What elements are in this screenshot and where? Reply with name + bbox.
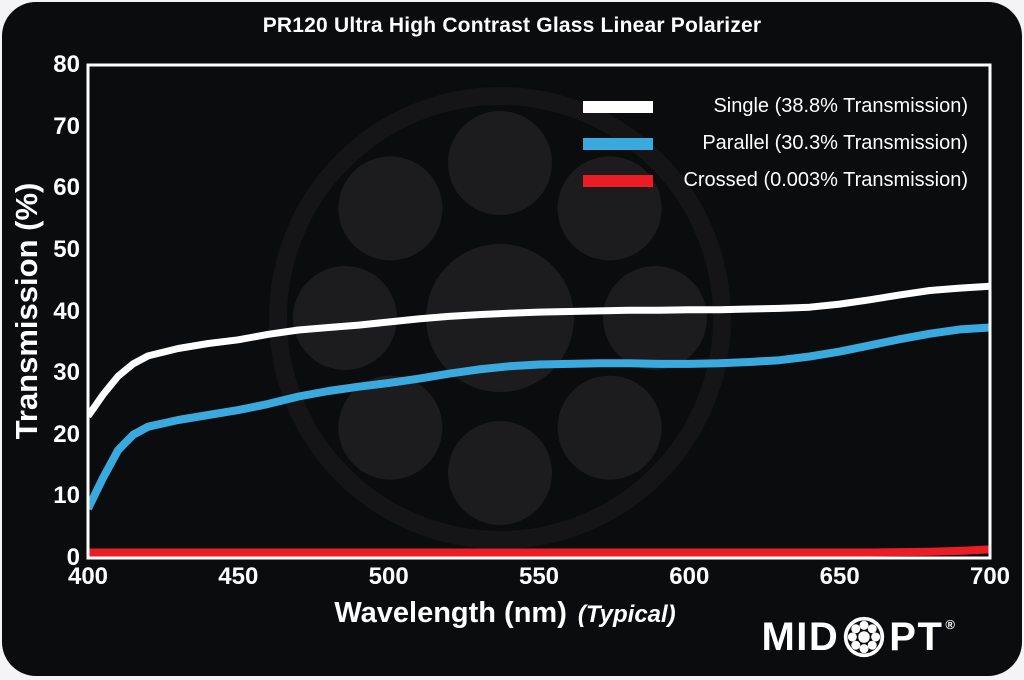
x-tick-label: 700 xyxy=(969,563,1011,590)
watermark-ball xyxy=(338,156,443,261)
plot-border xyxy=(86,63,992,560)
logo-text-mid: MID xyxy=(761,615,840,659)
legend-label-parallel: Parallel (30.3% Transmission) xyxy=(702,132,968,154)
legend-item-single: Single (38.8% Transmission) xyxy=(583,88,968,125)
x-tick-label: 650 xyxy=(819,563,860,590)
x-tick-label: 400 xyxy=(67,563,109,590)
legend-swatch-crossed xyxy=(583,174,653,187)
y-tick-label: 40 xyxy=(53,297,80,325)
watermark-ball xyxy=(603,266,707,370)
legend-label-crossed: Crossed (0.003% Transmission) xyxy=(683,169,968,191)
legend-swatch-single xyxy=(583,100,653,113)
y-tick-label: 10 xyxy=(53,482,80,510)
watermark-ring xyxy=(269,87,731,549)
x-tick-label: 500 xyxy=(368,563,409,590)
series-line-parallel xyxy=(88,323,990,511)
legend-label-single: Single (38.8% Transmission) xyxy=(713,95,968,117)
watermark-ball xyxy=(448,421,552,525)
y-tick-label: 60 xyxy=(53,174,80,202)
x-tick-label: 450 xyxy=(218,563,259,590)
y-tick-label: 30 xyxy=(53,359,80,387)
bearing-o-icon xyxy=(844,616,885,658)
x-axis-title-note: (Typical) xyxy=(577,601,676,628)
watermark-ball xyxy=(293,266,397,370)
series-line-crossed xyxy=(88,545,990,557)
y-tick-label: 0 xyxy=(66,544,80,571)
legend-item-crossed: Crossed (0.003% Transmission) xyxy=(583,162,968,199)
legend-item-parallel: Parallel (30.3% Transmission) xyxy=(583,125,968,162)
y-tick-label: 70 xyxy=(53,112,80,140)
x-tick-label: 600 xyxy=(669,563,710,590)
y-tick-label: 50 xyxy=(53,235,80,263)
legend-swatch-parallel xyxy=(583,137,653,150)
x-axis-title-main: Wavelength (nm) xyxy=(334,597,567,629)
series-line-single xyxy=(88,282,990,419)
midopt-logo: MID PT ® xyxy=(761,615,955,659)
logo-text-pt: PT xyxy=(889,615,944,659)
watermark-ball xyxy=(448,111,552,215)
y-tick-label: 20 xyxy=(53,420,80,448)
x-tick-label: 550 xyxy=(518,563,560,590)
watermark-ball xyxy=(338,375,443,480)
watermark-center-ball xyxy=(426,244,574,392)
registered-mark: ® xyxy=(945,616,955,632)
watermark-ball xyxy=(557,375,662,480)
x-axis-title: Wavelength (nm) (Typical) xyxy=(0,597,1010,630)
chart-title: PR120 Ultra High Contrast Glass Linear P… xyxy=(262,14,762,37)
chart-legend: Single (38.8% Transmission) Parallel (30… xyxy=(583,88,968,199)
y-tick-label: 80 xyxy=(53,51,80,78)
